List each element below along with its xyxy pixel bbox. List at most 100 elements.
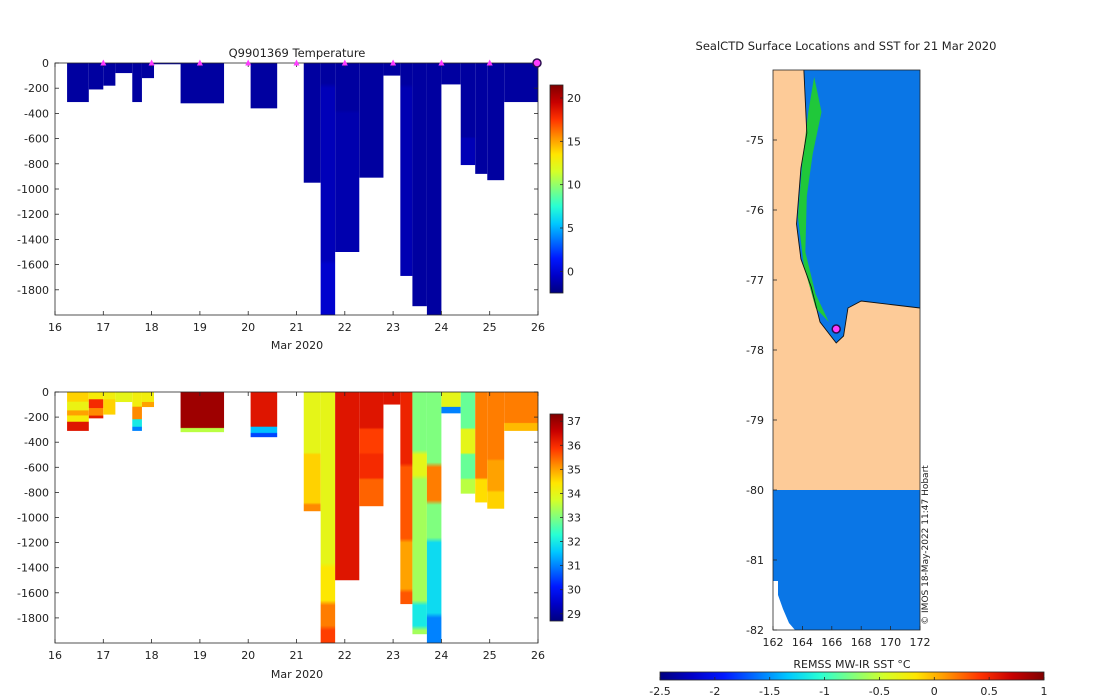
coastline (796, 69, 921, 344)
profile-column (383, 392, 401, 405)
x-tick-label: 20 (241, 649, 255, 662)
y-tick-label: -1600 (17, 587, 49, 600)
y-tick-label: -1400 (17, 562, 49, 575)
latest-profile-marker (532, 58, 542, 68)
sst-colorbar-tick-label: -1 (819, 685, 830, 698)
x-tick-label: 18 (145, 321, 159, 334)
map-y-tick-label: -79 (746, 414, 764, 427)
map-x-tick-label: 172 (910, 636, 931, 649)
profile-column (154, 63, 181, 65)
y-tick-label: -1400 (17, 233, 49, 246)
profile-column (180, 392, 225, 433)
map-y-tick-label: -78 (746, 344, 764, 357)
profile-marker (293, 59, 300, 66)
x-tick-label: 23 (386, 649, 400, 662)
map-y-tick-label: -75 (746, 134, 764, 147)
profile-column (250, 63, 278, 109)
temperature-colorbar: 0 5 10 15 20 (549, 84, 581, 294)
salinity-panel: 16 17 18 19 20 21 22 23 24 25 26 0 -200 -400 -600 -800 -… (17, 386, 581, 681)
profile-column (426, 63, 442, 315)
sst-colorbar-tick-label: 0 (931, 685, 938, 698)
y-tick-label: -200 (24, 411, 49, 424)
y-tick-label: -1000 (17, 512, 49, 525)
sst-colorbar-tick-label: -2 (709, 685, 720, 698)
colorbar-tick-label: 30 (567, 584, 581, 597)
profile-column (460, 392, 476, 494)
y-tick-label: -600 (24, 133, 49, 146)
x-tick-label: 22 (338, 321, 352, 334)
colorbar-ramp (549, 84, 564, 294)
colorbar-tick-label: 35 (567, 463, 581, 476)
sst-colorbar: -2.5 -2 -1.5 -1 -0.5 0 0.5 1 (649, 671, 1048, 698)
profile-column (103, 392, 116, 415)
profile-column (132, 63, 142, 103)
colorbar-tick-label: 32 (567, 536, 581, 549)
x-tick-label: 17 (96, 649, 110, 662)
profile-column (426, 392, 442, 643)
x-tick-label: 25 (483, 649, 497, 662)
colorbar-tick-label: 29 (567, 608, 581, 621)
x-tick-label: 25 (483, 321, 497, 334)
salinity-plot: 16 17 18 19 20 21 22 23 24 25 26 0 -200 -400 -600 -800 -… (17, 386, 545, 662)
y-tick-label: -400 (24, 436, 49, 449)
sst-colorbar-ramp (659, 671, 1045, 681)
sst-colorbar-tick-label: 1 (1041, 685, 1048, 698)
x-tick-label: 23 (386, 321, 400, 334)
map-y-tick-label: -76 (746, 204, 764, 217)
colorbar-tick-label: 15 (567, 135, 581, 148)
temperature-title: Q9901369 Temperature (229, 46, 366, 60)
profile-column (460, 63, 476, 166)
sst-colorbar-tick-label: -0.5 (869, 685, 890, 698)
map-x-tick-label: 164 (792, 636, 813, 649)
x-tick-label: 19 (193, 649, 207, 662)
map-x-tick-label: 162 (763, 636, 784, 649)
x-tick-label: 16 (48, 321, 62, 334)
colorbar-tick-label: 20 (567, 92, 581, 105)
x-tick-label: 26 (531, 649, 545, 662)
profile-column (67, 392, 89, 431)
profile-column (141, 392, 155, 408)
sst-colorbar-label: REMSS MW-IR SST °C (793, 658, 911, 671)
watermark: © IMOS 18-May-2022 11:47 Hobart (921, 465, 931, 625)
profile-column (250, 392, 278, 438)
profile-column (115, 63, 133, 74)
x-tick-label: 24 (434, 649, 448, 662)
sst-map: 162 164 166 168 170 172 -75 -76 -77 -78 -79 -80 -81 -… (746, 69, 931, 649)
x-tick-label: 16 (48, 649, 62, 662)
salinity-colorbar: 29 30 31 32 33 34 35 36 37 (549, 413, 581, 622)
y-tick-label: -1200 (17, 208, 49, 221)
profile-column (475, 63, 488, 174)
map-x-tick-label: 170 (880, 636, 901, 649)
colorbar-tick-label: 33 (567, 512, 581, 525)
profile-marker (341, 59, 348, 66)
sst-colorbar-tick-label: 0.5 (980, 685, 998, 698)
x-tick-label: 19 (193, 321, 207, 334)
salinity-xlabel: Mar 2020 (271, 668, 323, 681)
map-x-tick-label: 168 (851, 636, 872, 649)
temperature-plot: 16 17 18 19 20 21 22 23 24 25 26 0 -200 -400 -600 -800 -… (17, 57, 545, 334)
colorbar-tick-label: 37 (567, 415, 581, 428)
x-tick-label: 20 (241, 321, 255, 334)
y-tick-label: -800 (24, 486, 49, 499)
y-tick-label: -1800 (17, 284, 49, 297)
y-tick-label: 0 (42, 57, 49, 70)
profile-column (475, 392, 488, 503)
x-tick-label: 26 (531, 321, 545, 334)
y-tick-label: -400 (24, 107, 49, 120)
profile-column (412, 63, 427, 307)
map-y-tick-label: -80 (746, 484, 764, 497)
profile-column (88, 392, 104, 419)
profile-column (359, 392, 384, 507)
colorbar-tick-label: 0 (567, 265, 574, 278)
profile-marker (245, 59, 252, 66)
profile-column (67, 63, 89, 103)
x-tick-label: 17 (96, 321, 110, 334)
sst-colorbar-tick-label: -1.5 (759, 685, 780, 698)
colorbar-tick-label: 31 (567, 560, 581, 573)
colorbar-tick-label: 34 (567, 487, 581, 500)
y-tick-label: -1000 (17, 183, 49, 196)
temperature-xlabel: Mar 2020 (271, 339, 323, 352)
temperature-panel: Q9901369 Temperature 16 17 18 19 20 21 22 23 24 2… (17, 46, 581, 352)
y-tick-label: -1600 (17, 259, 49, 272)
